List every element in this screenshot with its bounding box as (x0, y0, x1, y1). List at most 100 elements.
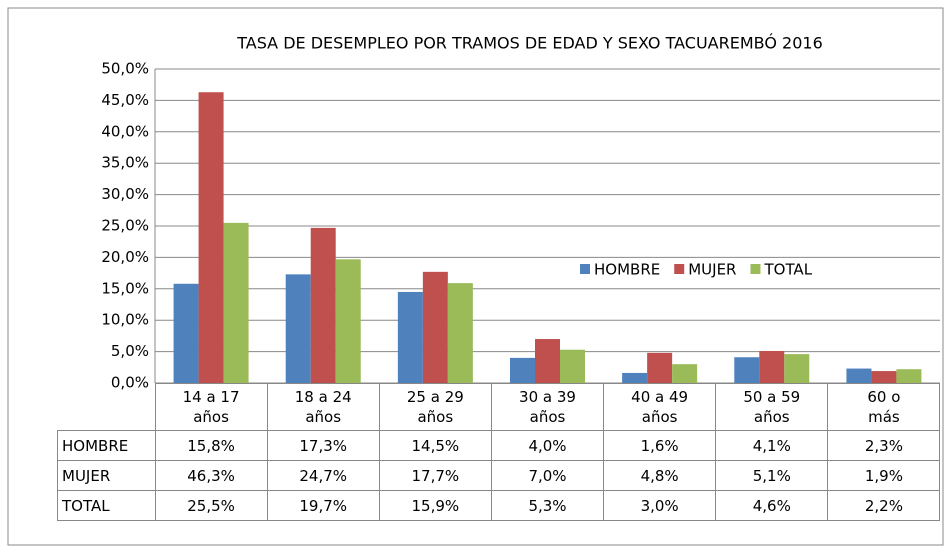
value-cell: 17,7% (378, 460, 492, 491)
bar (846, 368, 872, 383)
bar (759, 350, 785, 383)
value-cell-text: 5,1% (752, 466, 791, 485)
legend-label: TOTAL (763, 261, 812, 279)
bar (896, 369, 922, 383)
legend-swatch (750, 264, 761, 274)
y-tick-label: 5,0% (111, 342, 149, 360)
value-cell-text: 7,0% (528, 466, 567, 485)
y-tick-label: 45,0% (101, 91, 149, 109)
bar (285, 274, 311, 383)
y-tick-label: 50,0% (101, 60, 149, 78)
value-cell-text: 4,8% (640, 466, 679, 485)
bar (198, 92, 224, 384)
series-row: HOMBRE 15,8% 17,3% 14,5% 4,0% 1,6% 4,1% 2,3% (57, 430, 941, 461)
bar (647, 352, 673, 383)
value-cell: 5,3% (490, 490, 605, 521)
bar (422, 271, 448, 383)
value-cell-text: 2,3% (864, 436, 903, 455)
value-cell-text: 19,7% (299, 496, 348, 515)
value-cell: 19,7% (266, 490, 380, 521)
bar (447, 283, 473, 383)
value-cell-text: 25,5% (187, 496, 235, 515)
category-row: 14 a 17 años 18 a 24 años 25 a 29 años 30 a… (57, 383, 941, 431)
row-label: HOMBRE (57, 430, 156, 461)
bar (535, 339, 560, 383)
value-cell-text: 4,1% (752, 436, 791, 455)
value-cell-text: 4,6% (752, 496, 791, 515)
value-cell-text: 2,2% (864, 496, 903, 515)
category-label-text: 60 o más (867, 388, 901, 426)
bar (734, 357, 760, 383)
value-cell: 7,0% (490, 460, 605, 491)
value-cell-text: 1,9% (864, 466, 903, 485)
value-cell: 5,1% (715, 460, 829, 491)
value-cell: 2,3% (827, 430, 941, 461)
value-cell: 46,3% (154, 460, 268, 491)
bar (622, 372, 648, 383)
blank-cell (57, 383, 156, 431)
category-label: 30 a 39 años (490, 383, 605, 431)
value-cell: 2,2% (827, 490, 941, 521)
bar (223, 222, 249, 383)
bar (510, 357, 535, 383)
category-label: 18 a 24 años (266, 383, 380, 431)
category-label-text: 30 a 39 años (519, 388, 576, 426)
value-cell: 3,0% (603, 490, 717, 521)
data-table: 14 a 17 años 18 a 24 años 25 a 29 años 30 a… (57, 383, 941, 521)
value-cell-text: 5,3% (528, 496, 567, 515)
row-label-text: HOMBRE (62, 436, 129, 455)
value-cell-text: 15,9% (411, 496, 460, 515)
value-cell: 24,7% (266, 460, 380, 491)
category-label-text: 14 a 17 años (182, 388, 240, 426)
category-label: 50 a 59 años (715, 383, 829, 431)
series-row: TOTAL 25,5% 19,7% 15,9% 5,3% 3,0% 4,6% 2,2% (57, 490, 941, 521)
row-label: TOTAL (57, 490, 156, 521)
y-tick-label: 25,0% (101, 217, 149, 235)
value-cell-text: 24,7% (299, 466, 348, 485)
value-cell-text: 14,5% (411, 436, 460, 455)
y-tick-label: 30,0% (101, 185, 149, 203)
category-label-text: 18 a 24 años (294, 388, 352, 426)
y-tick-label: 10,0% (101, 311, 149, 329)
series-row: MUJER 46,3% 24,7% 17,7% 7,0% 4,8% 5,1% 1,9% (57, 460, 941, 491)
category-label: 14 a 17 años (154, 383, 268, 431)
value-cell: 4,8% (603, 460, 717, 491)
bar (310, 227, 336, 383)
category-label-text: 50 a 59 años (743, 388, 801, 426)
value-cell: 15,8% (154, 430, 268, 461)
row-label-text: TOTAL (62, 496, 110, 515)
bar (335, 259, 361, 383)
value-cell-text: 15,8% (187, 436, 235, 455)
bar (871, 371, 897, 383)
value-cell: 1,9% (827, 460, 941, 491)
row-label-text: MUJER (62, 466, 111, 485)
value-cell-text: 3,0% (640, 496, 679, 515)
legend-label: HOMBRE (594, 261, 660, 279)
value-cell: 4,0% (490, 430, 605, 461)
value-cell: 1,6% (603, 430, 717, 461)
value-cell-text: 17,3% (299, 436, 348, 455)
value-cell: 14,5% (378, 430, 492, 461)
value-cell: 15,9% (378, 490, 492, 521)
category-label-text: 25 a 29 años (406, 388, 464, 426)
category-label-text: 40 a 49 años (631, 388, 689, 426)
category-label: 25 a 29 años (378, 383, 492, 431)
value-cell-text: 17,7% (411, 466, 460, 485)
value-cell: 25,5% (154, 490, 268, 521)
value-cell-text: 4,0% (528, 436, 567, 455)
y-tick-label: 15,0% (101, 279, 149, 297)
bar (173, 283, 199, 383)
y-tick-label: 35,0% (101, 154, 149, 172)
category-label: 40 a 49 años (603, 383, 717, 431)
legend-swatch (674, 264, 685, 274)
value-cell: 4,6% (715, 490, 829, 521)
bar (672, 364, 698, 383)
bar (397, 291, 423, 383)
value-cell-text: 1,6% (640, 436, 679, 455)
legend-label: MUJER (688, 261, 736, 279)
chart-title: TASA DE DESEMPLEO POR TRAMOS DE EDAD Y S… (236, 34, 823, 53)
category-label: 60 o más (827, 383, 941, 431)
bar (784, 354, 810, 383)
legend-swatch (580, 264, 590, 274)
